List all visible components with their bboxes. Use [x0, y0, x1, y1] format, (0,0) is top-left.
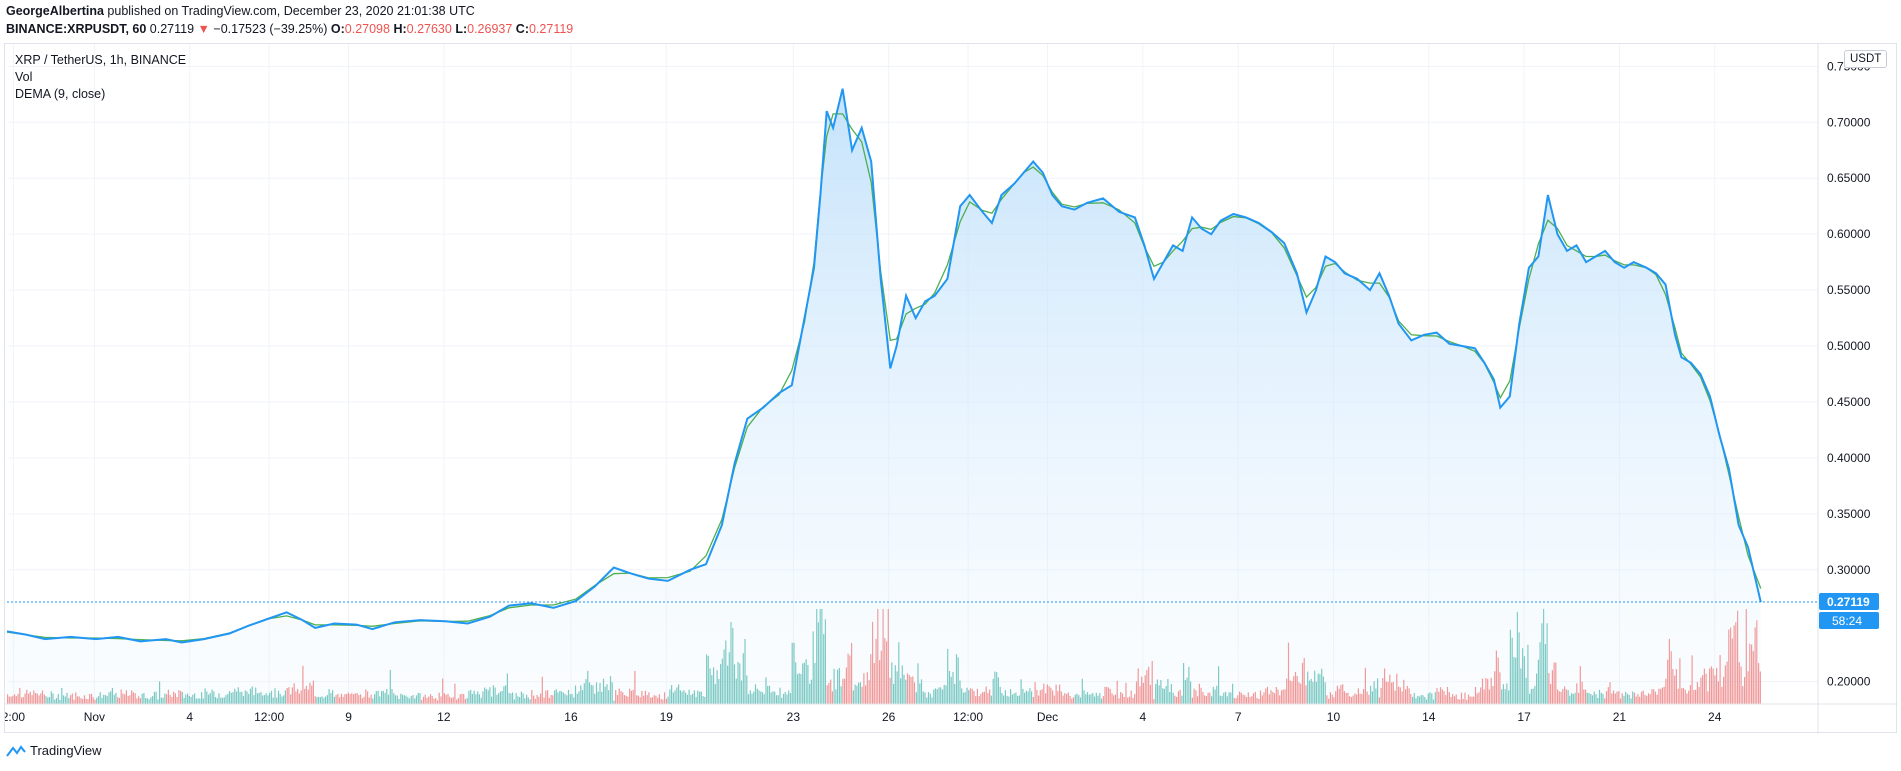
last-price-badge: [1819, 592, 1879, 610]
currency-unit-button[interactable]: USDT: [1844, 50, 1888, 68]
price-badges: 0.27119 58:24: [1819, 592, 1879, 629]
x-tick-label: 4: [1140, 710, 1147, 724]
legend-series[interactable]: XRP / TetherUS, 1h, BINANCE: [15, 53, 187, 67]
x-tick-label: 26: [882, 710, 896, 724]
x-tick-label: 16: [564, 710, 578, 724]
time-axis: 2:00 Nov 4 12:00 9 12 16 19 23 26 12:00 Dec 4 7 10 14 17…: [5, 710, 1722, 724]
chart-legend: XRP / TetherUS, 1h, BINANCE Vol DEMA (9,…: [15, 52, 186, 103]
brand-name: TradingView: [30, 743, 102, 758]
ohlc-line: BINANCE:XRPUSDT, 60 0.27119 ▼ −0.17523 (…: [6, 22, 573, 36]
high-value: 0.27630: [406, 22, 452, 36]
chart-frame[interactable]: 0.750000.700000.650000.600000.550000.500…: [4, 43, 1898, 734]
price-area: [7, 88, 1761, 704]
y-tick-label: 0.70000: [1827, 115, 1871, 129]
publication-line: GeorgeAlbertina published on TradingView…: [6, 4, 475, 18]
author-name[interactable]: GeorgeAlbertina: [6, 4, 104, 18]
open-value: 0.27098: [344, 22, 390, 36]
y-tick-label: 0.50000: [1827, 339, 1871, 353]
y-tick-label: 0.45000: [1827, 395, 1871, 409]
open-label: O:: [330, 22, 345, 36]
x-tick-label: Nov: [84, 710, 105, 724]
x-tick-label: 12:00: [254, 710, 284, 724]
down-arrow-icon: ▼: [197, 22, 210, 36]
price-chart[interactable]: 0.750000.700000.650000.600000.550000.500…: [5, 44, 1898, 734]
x-tick-label: 4: [186, 710, 193, 724]
x-tick-label: 14: [1422, 710, 1436, 724]
countdown-badge-text: 58:24: [1832, 614, 1862, 628]
footer-brand[interactable]: TradingView: [6, 743, 102, 758]
x-tick-label: 12: [437, 710, 451, 724]
x-tick-label: 2:00: [5, 710, 25, 724]
low-value: 0.26937: [467, 22, 513, 36]
symbol-label: BINANCE:XRPUSDT, 60: [6, 22, 147, 36]
close-value: 0.27119: [529, 22, 574, 36]
y-tick-label: 0.35000: [1827, 507, 1871, 521]
x-tick-label: 9: [345, 710, 352, 724]
y-tick-label: 0.40000: [1827, 451, 1871, 465]
last-price-badge-text: 0.27119: [1827, 595, 1870, 609]
change-value: −0.17523 (−39.25%): [213, 22, 328, 36]
legend-volume[interactable]: Vol: [15, 70, 33, 84]
x-tick-label: 7: [1235, 710, 1242, 724]
x-tick-label: 19: [660, 710, 674, 724]
y-tick-label: 0.55000: [1827, 283, 1871, 297]
price-axis: 0.750000.700000.650000.600000.550000.500…: [5, 44, 1898, 734]
low-label: L:: [455, 22, 468, 36]
last-price: 0.27119: [149, 22, 195, 36]
dema-line: [6, 113, 1762, 642]
high-label: H:: [393, 22, 407, 36]
tradingview-logo-icon: [6, 744, 26, 757]
published-text: published on TradingView.com, December 2…: [107, 4, 475, 18]
x-tick-label: 24: [1708, 710, 1722, 724]
countdown-badge: [1819, 611, 1879, 629]
x-tick-label: 21: [1613, 710, 1627, 724]
x-tick-label: 23: [787, 710, 801, 724]
legend-dema[interactable]: DEMA (9, close): [15, 87, 106, 101]
x-tick-label: 12:00: [953, 710, 983, 724]
price-line: [6, 88, 1762, 644]
y-tick-label: 0.65000: [1827, 171, 1871, 185]
x-tick-label: 17: [1517, 710, 1531, 724]
y-tick-label: 0.60000: [1827, 227, 1871, 241]
y-tick-label: 0.20000: [1827, 675, 1871, 689]
x-tick-label: 10: [1327, 710, 1341, 724]
x-tick-label: Dec: [1037, 710, 1058, 724]
close-label: C:: [515, 22, 529, 36]
y-tick-label: 0.30000: [1827, 563, 1871, 577]
